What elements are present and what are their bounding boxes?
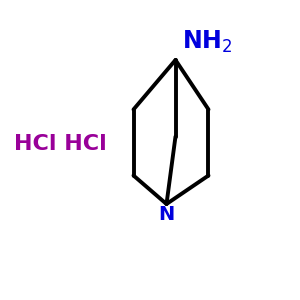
Text: NH$_2$: NH$_2$ xyxy=(182,29,232,56)
Text: HCl HCl: HCl HCl xyxy=(14,134,106,154)
Text: N: N xyxy=(158,206,175,224)
